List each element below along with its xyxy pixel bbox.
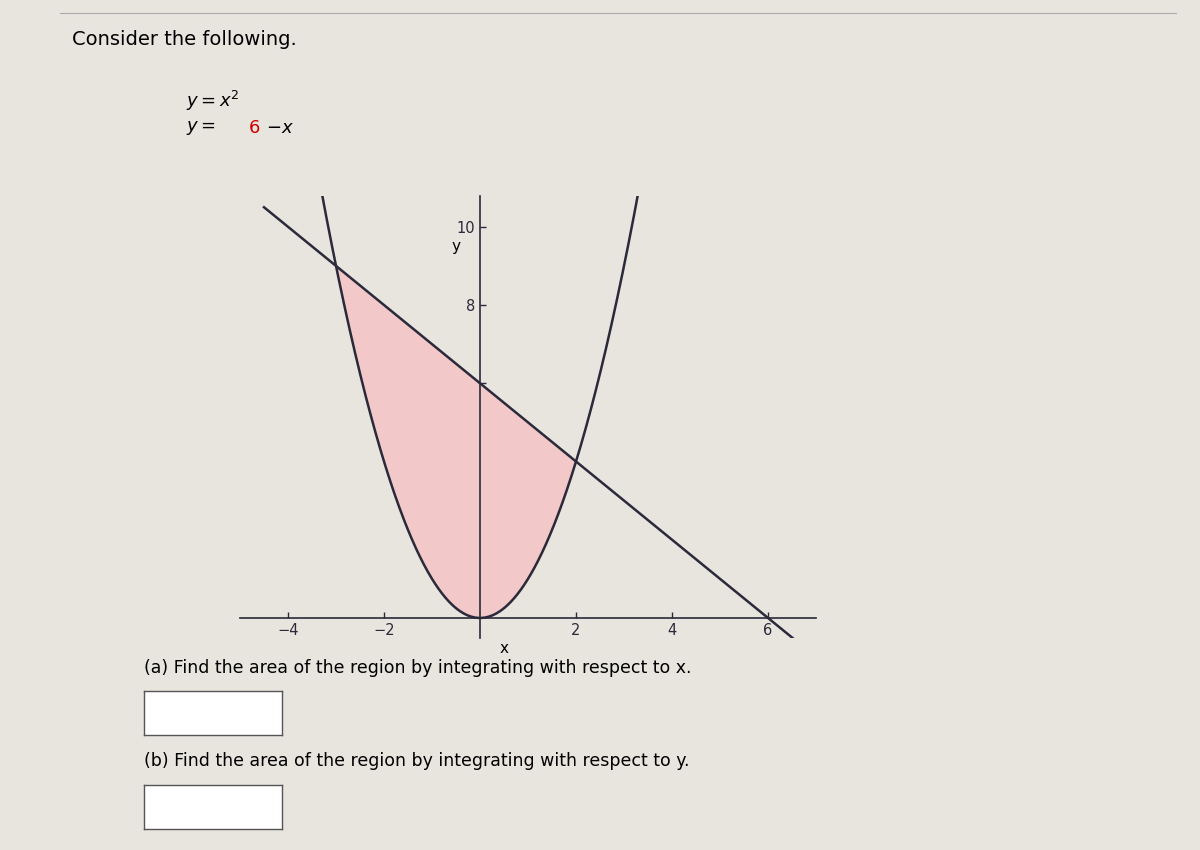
Text: $ - x$: $ - x$	[266, 119, 294, 137]
Text: $6$: $6$	[248, 119, 260, 137]
Text: y: y	[451, 239, 461, 254]
Text: Consider the following.: Consider the following.	[72, 30, 296, 48]
Text: $y = x^2$: $y = x^2$	[186, 89, 240, 113]
Text: x: x	[499, 642, 509, 656]
Text: (b) Find the area of the region by integrating with respect to y.: (b) Find the area of the region by integ…	[144, 752, 690, 770]
Text: $y = $: $y = $	[186, 119, 216, 137]
Text: (a) Find the area of the region by integrating with respect to x.: (a) Find the area of the region by integ…	[144, 659, 691, 677]
